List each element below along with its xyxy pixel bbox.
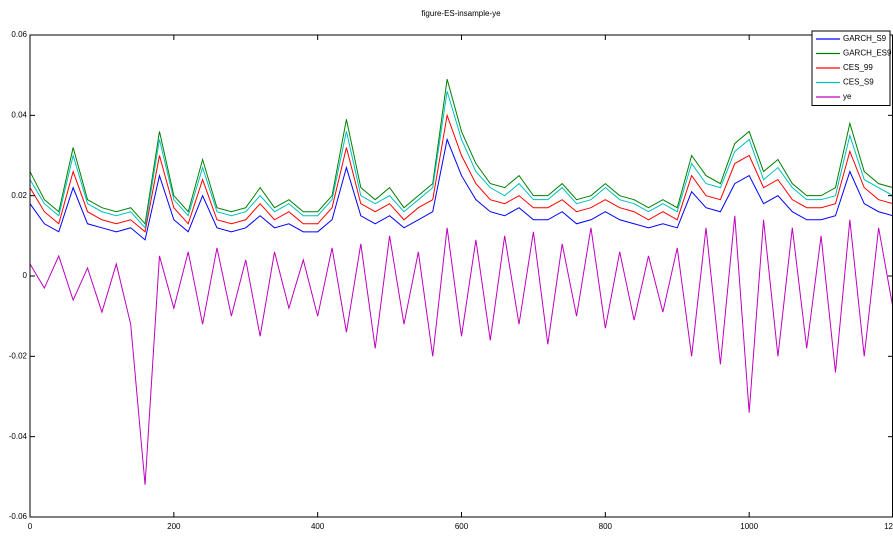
y-tick-label: 0.02 [11, 191, 27, 200]
y-tick-label: -0.04 [9, 432, 28, 441]
legend-label: ye [843, 92, 852, 101]
y-tick-label: 0.06 [11, 30, 27, 39]
plot-area [30, 35, 893, 517]
x-tick-label: 200 [167, 522, 181, 531]
series-line [29, 215, 893, 485]
chart-title: figure-ES-insample-ye [421, 9, 501, 18]
y-tick-label: -0.06 [9, 512, 28, 521]
x-tick-label: 400 [311, 522, 325, 531]
legend-label: CES_S9 [843, 78, 874, 87]
legend-label: GARCH_ES9 [843, 49, 892, 58]
x-tick-label: 1200 [884, 522, 893, 531]
series-line [29, 137, 893, 241]
x-tick-label: 0 [28, 522, 33, 531]
legend-label: CES_99 [843, 63, 873, 72]
x-tick-label: 800 [599, 522, 613, 531]
y-tick-label: 0.04 [11, 110, 27, 119]
series-line [29, 91, 893, 229]
y-tick-label: 0 [23, 271, 28, 280]
series-line [29, 113, 893, 233]
x-tick-label: 600 [455, 522, 469, 531]
series-line [29, 79, 893, 225]
legend-label: GARCH_S9 [843, 34, 887, 43]
y-tick-label: -0.02 [9, 351, 28, 360]
x-tick-label: 1000 [740, 522, 758, 531]
